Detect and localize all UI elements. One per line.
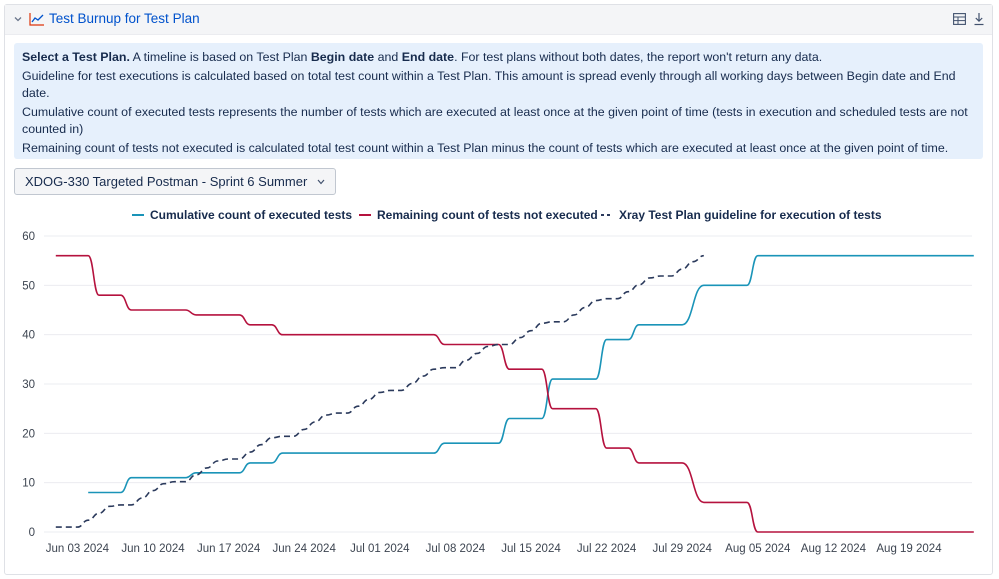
collapse-chevron-icon[interactable] <box>13 14 23 24</box>
x-tick-label: Aug 12 2024 <box>801 543 867 555</box>
x-tick-label: Jun 17 2024 <box>197 543 261 555</box>
y-tick-label: 10 <box>22 478 35 490</box>
x-tick-label: Aug 19 2024 <box>876 543 942 555</box>
info-line-1: Select a Test Plan. A timeline is based … <box>22 49 975 66</box>
test-plan-select[interactable]: XDOG-330 Targeted Postman - Sprint 6 Sum… <box>14 168 336 195</box>
panel-title[interactable]: Test Burnup for Test Plan <box>49 11 200 26</box>
test-plan-select-value: XDOG-330 Targeted Postman - Sprint 6 Sum… <box>25 174 308 189</box>
chevron-down-icon <box>317 179 325 185</box>
executed-tests-line <box>88 254 974 494</box>
x-tick-label: Jun 03 2024 <box>46 543 110 555</box>
line-chart-icon <box>29 13 44 26</box>
table-view-icon[interactable] <box>953 13 966 25</box>
y-tick-label: 30 <box>22 379 35 391</box>
x-tick-label: Jul 15 2024 <box>501 543 561 555</box>
info-box: Select a Test Plan. A timeline is based … <box>14 43 983 159</box>
info-text-b: and <box>374 50 402 64</box>
info-line-3: Cumulative count of executed tests repre… <box>22 105 968 136</box>
x-tick-label: Jul 01 2024 <box>350 543 410 555</box>
y-tick-label: 20 <box>22 428 35 440</box>
x-tick-label: Jul 29 2024 <box>652 543 712 555</box>
x-tick-label: Jun 10 2024 <box>121 543 185 555</box>
x-tick-label: Jun 24 2024 <box>273 543 337 555</box>
legend-guideline-label: Xray Test Plan guideline for execution o… <box>619 208 882 222</box>
y-tick-label: 60 <box>22 231 35 243</box>
legend-executed-label: Cumulative count of executed tests <box>150 208 352 222</box>
info-line-4: Remaining count of tests not executed is… <box>22 141 949 155</box>
info-begin-date-text: Begin date <box>310 50 375 64</box>
y-tick-label: 0 <box>29 527 35 539</box>
panel-header: Test Burnup for Test Plan <box>5 5 992 35</box>
info-select-plan-text: Select a Test Plan. <box>22 50 130 64</box>
remaining-tests-line <box>55 254 974 533</box>
y-tick-label: 40 <box>22 330 35 342</box>
x-tick-label: Aug 05 2024 <box>725 543 791 555</box>
x-tick-label: Jul 08 2024 <box>426 543 486 555</box>
download-icon[interactable] <box>973 12 985 26</box>
x-tick-label: Jul 22 2024 <box>577 543 637 555</box>
info-end-date-text: End date <box>401 50 455 64</box>
y-tick-label: 50 <box>22 280 35 292</box>
info-text-a: A timeline is based on Test Plan <box>129 50 311 64</box>
legend-remaining-label: Remaining count of tests not executed <box>377 208 598 222</box>
test-burnup-panel: Test Burnup for Test Plan Select a Test … <box>4 4 993 575</box>
info-line-2: Guideline for test executions is calcula… <box>22 69 956 100</box>
guideline-line <box>55 254 704 528</box>
info-text-c: . For test plans without both dates, the… <box>454 50 823 64</box>
